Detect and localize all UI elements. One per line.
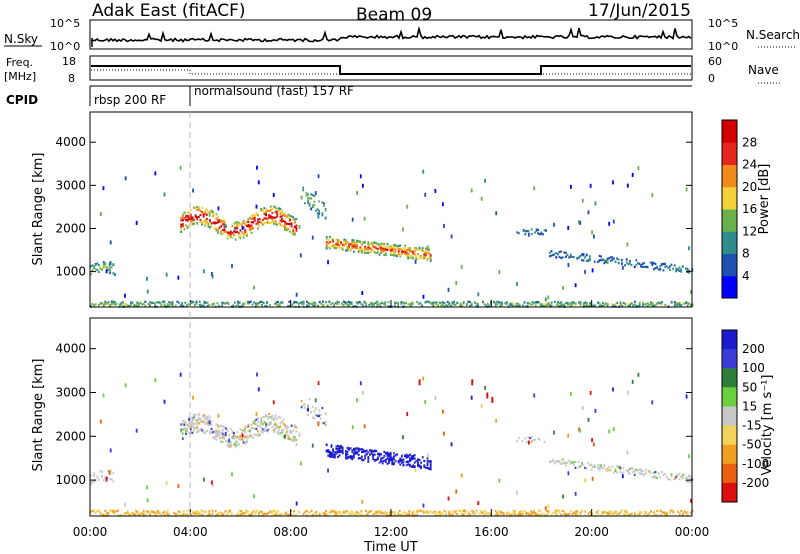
power-panel: 1000 2000 3000 4000 Slant Range [km] 4 8 12 16… [31, 111, 772, 308]
colorbar-swatch [722, 164, 737, 188]
y-tick-label: 4000 [55, 135, 86, 149]
x-tick-label: 00:00 [73, 525, 108, 539]
colorbar-swatch [722, 275, 737, 299]
noise-left-tick-low: 10^0 [50, 40, 80, 53]
x-tick-label: 08:00 [273, 525, 308, 539]
y-tick-label: 3000 [55, 385, 86, 399]
date-label: 17/Jun/2015 [588, 1, 691, 21]
colorbar-tick-label: 50 [742, 380, 757, 394]
colorbar-swatch [722, 186, 737, 210]
velocity-data-pixels [90, 372, 694, 517]
y-tick-label: 2000 [55, 429, 86, 443]
colorbar-swatch [722, 387, 737, 407]
velocity-panel: 1000 2000 3000 4000 00:00 04:00 08:00 12:00 16:… [31, 300, 775, 554]
power-colorbar-label: Power [dB] [757, 164, 772, 235]
cpid-panel: CPID rbsp 200 RF normalsound (fast) 157 … [6, 84, 692, 107]
colorbar-swatch [722, 425, 737, 446]
station-title: Adak East (fitACF) [92, 1, 246, 21]
colorbar-tick-label: 4 [742, 269, 750, 283]
colorbar-tick-label: -15 [742, 419, 762, 433]
cpid-mode-1: rbsp 200 RF [94, 93, 166, 107]
y-tick-label: 1000 [55, 473, 86, 487]
colorbar-swatch [722, 482, 737, 503]
colorbar-swatch [722, 463, 737, 484]
x-tick-label: 16:00 [474, 525, 509, 539]
noise-left-tick-high: 10^5 [50, 17, 80, 30]
colorbar-swatch [722, 368, 737, 388]
freq-label-1: Freq. [6, 56, 33, 69]
power-colorbar: 4 8 12 16 20 24 28 [721, 119, 757, 299]
noise-panel: N.Sky 10^5 10^0 10^5 10^0 N.Search [4, 17, 800, 53]
freq-panel: Freq. [MHz] 18 8 60 0 Nave [4, 55, 780, 85]
freq-tick-low: 8 [68, 72, 75, 85]
colorbar-swatch [722, 231, 737, 254]
cpid-mode-2: normalsound (fast) 157 RF [194, 84, 354, 98]
colorbar-tick-label: 24 [742, 158, 757, 172]
y-tick-label: 1000 [55, 265, 86, 279]
power-y-label: Slant Range [km] [31, 153, 46, 266]
colorbar-swatch [722, 444, 737, 465]
nave-label: Nave [748, 63, 779, 77]
x-tick-label: 20:00 [574, 525, 609, 539]
freq-tick-high: 18 [62, 55, 76, 68]
time-x-axis: 00:00 04:00 08:00 12:00 16:00 20:00 00:00 [73, 300, 710, 539]
colorbar-tick-label: -50 [742, 438, 762, 452]
colorbar-tick-label: 8 [742, 247, 750, 261]
colorbar-swatch [722, 349, 737, 369]
velocity-y-axis: 1000 2000 3000 4000 [55, 342, 692, 487]
freq-panel-frame [89, 55, 693, 81]
colorbar-swatch [722, 209, 737, 232]
colorbar-tick-label: 28 [742, 135, 757, 149]
x-tick-label: 12:00 [374, 525, 409, 539]
noise-right-label: N.Search [746, 28, 800, 42]
nave-tick-low: 0 [708, 72, 715, 85]
y-tick-label: 2000 [55, 221, 86, 235]
colorbar-tick-label: 15 [742, 399, 757, 413]
colorbar-tick-label: 12 [742, 224, 757, 238]
colorbar-tick-label: -100 [742, 457, 769, 471]
colorbar-swatch [722, 330, 737, 350]
velocity-y-label: Slant Range [km] [31, 359, 46, 472]
freq-label-2: [MHz] [4, 70, 36, 83]
beam-label: Beam 09 [356, 5, 432, 25]
velocity-colorbar-label: Velocity [m s⁻¹] [760, 375, 775, 476]
power-data-pixels [90, 165, 694, 308]
nave-tick-high: 60 [708, 55, 722, 68]
y-tick-label: 4000 [55, 342, 86, 356]
velocity-panel-background [90, 318, 692, 516]
colorbar-tick-label: 100 [742, 361, 765, 375]
noise-right-tick-low: 10^0 [708, 40, 738, 53]
x-tick-label: 04:00 [173, 525, 208, 539]
colorbar-swatch [722, 406, 737, 427]
power-panel-background [90, 112, 692, 307]
power-y-axis: 1000 2000 3000 4000 [55, 135, 692, 279]
x-axis-label: Time UT [363, 540, 417, 554]
velocity-colorbar: 200 100 50 15 -15 -50 -100 -200 [721, 329, 769, 503]
colorbar-swatch [722, 142, 737, 165]
noise-left-label: N.Sky [4, 32, 38, 46]
cpid-label: CPID [6, 93, 38, 107]
colorbar-tick-label: 16 [742, 202, 757, 216]
colorbar-tick-label: 200 [742, 342, 765, 356]
noise-panel-frame [89, 19, 693, 50]
freq-trace [91, 65, 691, 75]
x-tick-label: 00:00 [675, 525, 710, 539]
colorbar-tick-label: -200 [742, 476, 769, 490]
noise-sky-trace [90, 25, 692, 47]
colorbar-swatch [722, 120, 737, 143]
colorbar-swatch [722, 253, 737, 277]
y-tick-label: 3000 [55, 178, 86, 192]
noise-right-tick-high: 10^5 [708, 17, 738, 30]
colorbar-tick-label: 20 [742, 180, 757, 194]
